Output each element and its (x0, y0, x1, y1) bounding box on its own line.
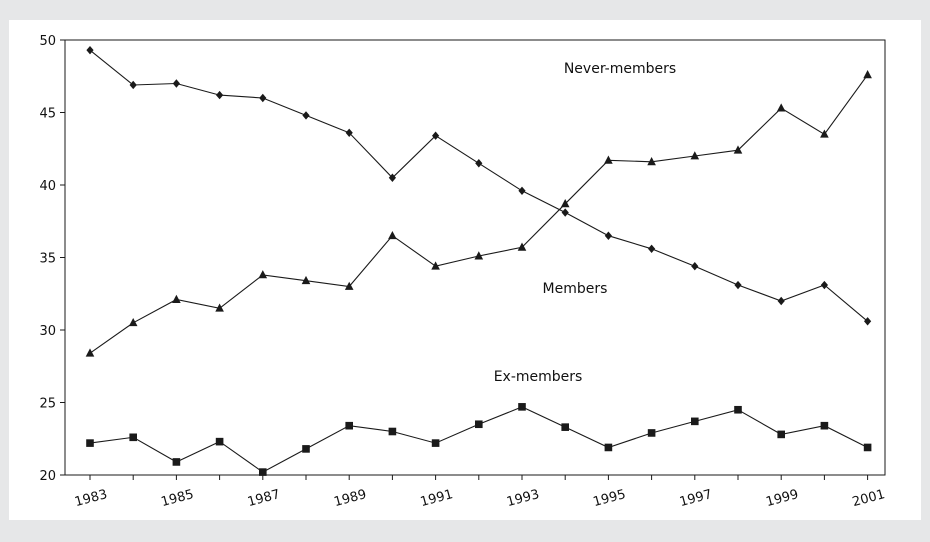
data-point-square (863, 443, 872, 452)
data-point-diamond (302, 111, 310, 120)
data-point-diamond (691, 262, 699, 271)
data-point-square (647, 429, 656, 437)
data-point-triangle (604, 155, 613, 164)
data-point-triangle (474, 251, 484, 260)
series-label-never-members: Never-members (564, 61, 676, 77)
y-tick-label: 30 (39, 324, 56, 339)
data-point-diamond (561, 208, 569, 217)
data-point-diamond (259, 93, 267, 103)
data-point-diamond (864, 317, 872, 326)
data-point-square (302, 445, 310, 453)
series-label-members: Members (543, 281, 608, 297)
data-point-square (518, 403, 526, 411)
data-point-triangle (820, 129, 829, 138)
data-point-triangle (258, 270, 268, 279)
data-point-triangle (388, 230, 397, 240)
y-tick-label: 50 (39, 34, 56, 49)
y-tick-label: 20 (39, 469, 56, 484)
data-point-square (172, 458, 181, 466)
data-point-diamond (129, 80, 137, 90)
data-point-diamond (820, 280, 828, 290)
data-point-diamond (388, 173, 396, 182)
data-point-square (561, 423, 569, 431)
data-point-diamond (216, 90, 224, 100)
data-point-diamond (475, 159, 483, 168)
data-point-triangle (215, 303, 224, 312)
data-point-square (129, 433, 137, 442)
data-point-square (604, 443, 613, 452)
data-point-triangle (344, 281, 354, 290)
data-point-diamond (648, 244, 656, 253)
data-point-diamond (734, 280, 742, 290)
data-point-triangle (863, 70, 872, 79)
y-tick-label: 45 (39, 107, 56, 122)
data-point-diamond (432, 131, 440, 140)
data-point-triangle (560, 199, 570, 208)
data-point-triangle (301, 275, 311, 285)
data-point-diamond (172, 79, 180, 88)
y-tick-label: 40 (39, 179, 56, 194)
data-point-diamond (86, 45, 94, 55)
data-point-square (820, 421, 829, 430)
data-point-square (86, 439, 94, 447)
data-point-triangle (172, 294, 181, 303)
data-point-square (777, 430, 785, 439)
data-point-triangle (647, 157, 656, 166)
data-point-square (259, 468, 267, 476)
data-point-square (345, 421, 353, 430)
data-point-square (431, 439, 440, 447)
data-point-triangle (733, 145, 743, 154)
data-point-diamond (345, 128, 353, 137)
data-point-triangle (431, 261, 440, 270)
y-tick-label: 35 (39, 252, 56, 267)
data-point-triangle (517, 242, 527, 251)
data-point-triangle (690, 151, 700, 160)
data-point-square (691, 417, 699, 426)
data-point-square (388, 427, 397, 436)
data-point-triangle (776, 103, 786, 112)
data-point-diamond (777, 296, 785, 306)
data-point-triangle (128, 317, 138, 327)
data-point-square (734, 405, 742, 414)
series-label-ex-members: Ex-members (494, 369, 583, 385)
data-point-diamond (604, 231, 612, 240)
y-tick-label: 25 (39, 397, 56, 412)
data-point-square (475, 420, 483, 429)
chart-panel (9, 20, 921, 520)
data-point-diamond (518, 186, 526, 195)
data-point-triangle (85, 348, 95, 357)
data-point-square (215, 437, 224, 446)
